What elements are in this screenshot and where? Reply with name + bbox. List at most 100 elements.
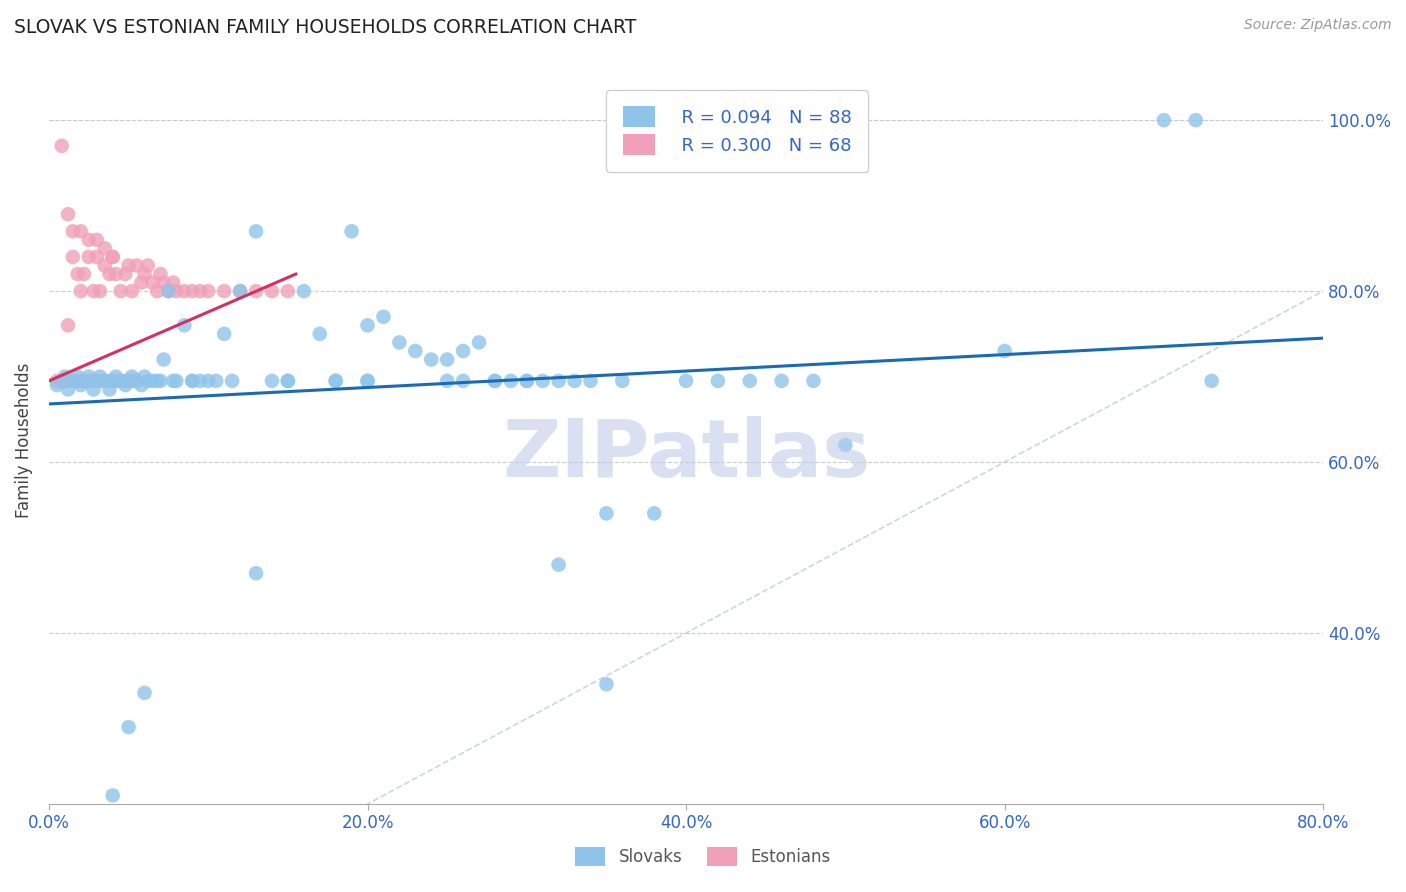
Point	[277, 374, 299, 388]
Point	[117, 374, 139, 388]
Point	[62, 374, 84, 388]
Point	[149, 374, 172, 388]
Point	[101, 374, 124, 388]
Point	[53, 374, 76, 388]
Point	[146, 374, 169, 388]
Point	[260, 284, 283, 298]
Point	[110, 284, 132, 298]
Point	[173, 284, 195, 298]
Point	[73, 374, 96, 388]
Point	[245, 566, 267, 581]
Point	[53, 374, 76, 388]
Point	[131, 378, 153, 392]
Point	[260, 374, 283, 388]
Point	[612, 374, 634, 388]
Point	[66, 369, 89, 384]
Point	[69, 378, 91, 392]
Point	[157, 284, 180, 298]
Point	[89, 374, 111, 388]
Point	[66, 374, 89, 388]
Point	[136, 374, 159, 388]
Point	[675, 374, 697, 388]
Point	[356, 374, 378, 388]
Point	[994, 343, 1017, 358]
Point	[98, 383, 121, 397]
Point	[45, 378, 67, 392]
Point	[1201, 374, 1223, 388]
Point	[152, 352, 174, 367]
Point	[803, 374, 825, 388]
Point	[114, 378, 136, 392]
Point	[98, 267, 121, 281]
Point	[484, 374, 506, 388]
Point	[197, 374, 219, 388]
Point	[125, 259, 148, 273]
Legend:   R = 0.094   N = 88,   R = 0.300   N = 68: R = 0.094 N = 88, R = 0.300 N = 68	[606, 90, 868, 171]
Point	[121, 369, 143, 384]
Point	[62, 374, 84, 388]
Point	[152, 276, 174, 290]
Point	[325, 374, 347, 388]
Point	[340, 224, 363, 238]
Point	[93, 241, 115, 255]
Point	[165, 284, 187, 298]
Point	[564, 374, 586, 388]
Point	[162, 276, 184, 290]
Point	[101, 250, 124, 264]
Point	[197, 284, 219, 298]
Point	[484, 374, 506, 388]
Point	[73, 267, 96, 281]
Point	[73, 374, 96, 388]
Point	[98, 374, 121, 388]
Point	[181, 374, 204, 388]
Point	[356, 374, 378, 388]
Point	[451, 343, 474, 358]
Point	[77, 233, 100, 247]
Point	[83, 374, 105, 388]
Point	[69, 224, 91, 238]
Point	[173, 318, 195, 333]
Point	[86, 250, 108, 264]
Point	[157, 284, 180, 298]
Point	[86, 374, 108, 388]
Point	[229, 284, 252, 298]
Point	[45, 374, 67, 388]
Point	[104, 369, 127, 384]
Point	[101, 374, 124, 388]
Point	[212, 284, 235, 298]
Point	[77, 250, 100, 264]
Point	[73, 374, 96, 388]
Point	[134, 686, 156, 700]
Point	[595, 507, 617, 521]
Point	[205, 374, 228, 388]
Point	[277, 374, 299, 388]
Point	[83, 383, 105, 397]
Point	[134, 369, 156, 384]
Point	[104, 374, 127, 388]
Text: SLOVAK VS ESTONIAN FAMILY HOUSEHOLDS CORRELATION CHART: SLOVAK VS ESTONIAN FAMILY HOUSEHOLDS COR…	[14, 18, 637, 37]
Point	[388, 335, 411, 350]
Point	[66, 267, 89, 281]
Point	[516, 374, 538, 388]
Point	[146, 284, 169, 298]
Text: ZIPatlas: ZIPatlas	[502, 417, 870, 494]
Point	[125, 374, 148, 388]
Point	[56, 318, 79, 333]
Point	[104, 267, 127, 281]
Point	[325, 374, 347, 388]
Point	[468, 335, 491, 350]
Point	[134, 267, 156, 281]
Point	[436, 374, 458, 388]
Point	[165, 374, 187, 388]
Point	[93, 374, 115, 388]
Point	[141, 374, 163, 388]
Point	[117, 720, 139, 734]
Point	[420, 352, 443, 367]
Point	[1184, 113, 1206, 128]
Point	[181, 374, 204, 388]
Point	[93, 374, 115, 388]
Point	[101, 250, 124, 264]
Point	[451, 374, 474, 388]
Point	[93, 259, 115, 273]
Point	[245, 284, 267, 298]
